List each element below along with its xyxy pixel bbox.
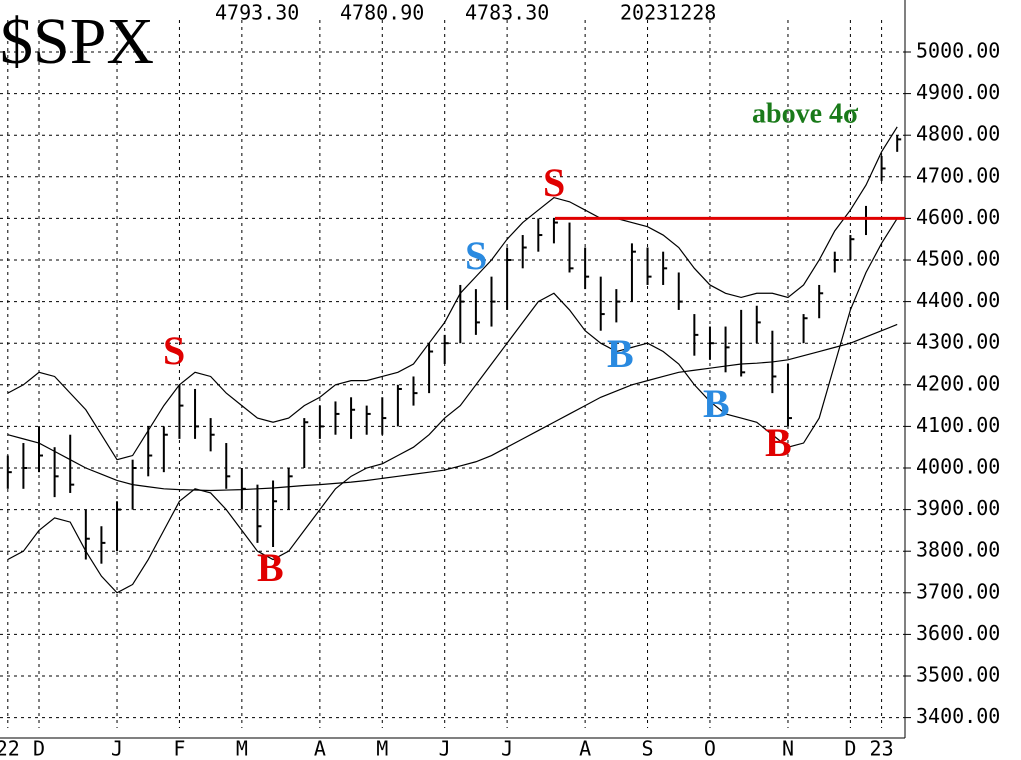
y-tick-label: 3400.00 <box>916 704 1000 728</box>
band-line <box>7 218 898 594</box>
y-tick-label: 3700.00 <box>916 579 1000 603</box>
band-line <box>7 323 898 492</box>
y-tick-label: 4200.00 <box>916 371 1000 395</box>
annotation: B <box>607 331 634 376</box>
x-tick-label: A <box>579 737 591 760</box>
x-tick-label: D <box>33 737 45 760</box>
y-tick-label: 4500.00 <box>916 247 1000 271</box>
x-tick-label: D <box>844 737 856 760</box>
x-tick-label: 22 <box>0 737 20 760</box>
x-tick-label: J <box>501 737 513 760</box>
y-tick-label: 4700.00 <box>916 163 1000 187</box>
y-tick-label: 4600.00 <box>916 205 1000 229</box>
y-tick-label: 4000.00 <box>916 455 1000 479</box>
annotation: B <box>765 420 792 465</box>
header-value: 4793.30 <box>215 1 299 25</box>
x-tick-label: M <box>236 737 248 760</box>
annotation: B <box>257 545 284 590</box>
x-tick-label: J <box>111 737 123 760</box>
chart-title: $SPX <box>0 5 154 78</box>
x-tick-label: 23 <box>870 737 894 760</box>
y-tick-label: 4400.00 <box>916 288 1000 312</box>
y-tick-label: 4100.00 <box>916 413 1000 437</box>
y-tick-label: 4300.00 <box>916 330 1000 354</box>
y-tick-label: 5000.00 <box>916 39 1000 63</box>
annotation: S <box>163 328 185 373</box>
header-date: 20231228 <box>620 1 716 25</box>
x-tick-label: A <box>314 737 326 760</box>
y-tick-label: 3900.00 <box>916 496 1000 520</box>
x-tick-label: O <box>704 737 716 760</box>
band-line <box>7 126 898 461</box>
x-tick-label: J <box>439 737 451 760</box>
x-tick-label: M <box>376 737 388 760</box>
x-tick-label: N <box>782 737 794 760</box>
annotation: S <box>543 160 565 205</box>
y-tick-label: 3800.00 <box>916 538 1000 562</box>
y-tick-label: 4800.00 <box>916 122 1000 146</box>
x-tick-label: F <box>173 737 185 760</box>
x-tick-label: S <box>642 737 654 760</box>
y-tick-label: 3500.00 <box>916 663 1000 687</box>
annotation: S <box>465 233 487 278</box>
annotation: above 4σ <box>752 98 859 129</box>
annotation: B <box>703 381 730 426</box>
y-tick-label: 3600.00 <box>916 621 1000 645</box>
y-tick-label: 4900.00 <box>916 80 1000 104</box>
